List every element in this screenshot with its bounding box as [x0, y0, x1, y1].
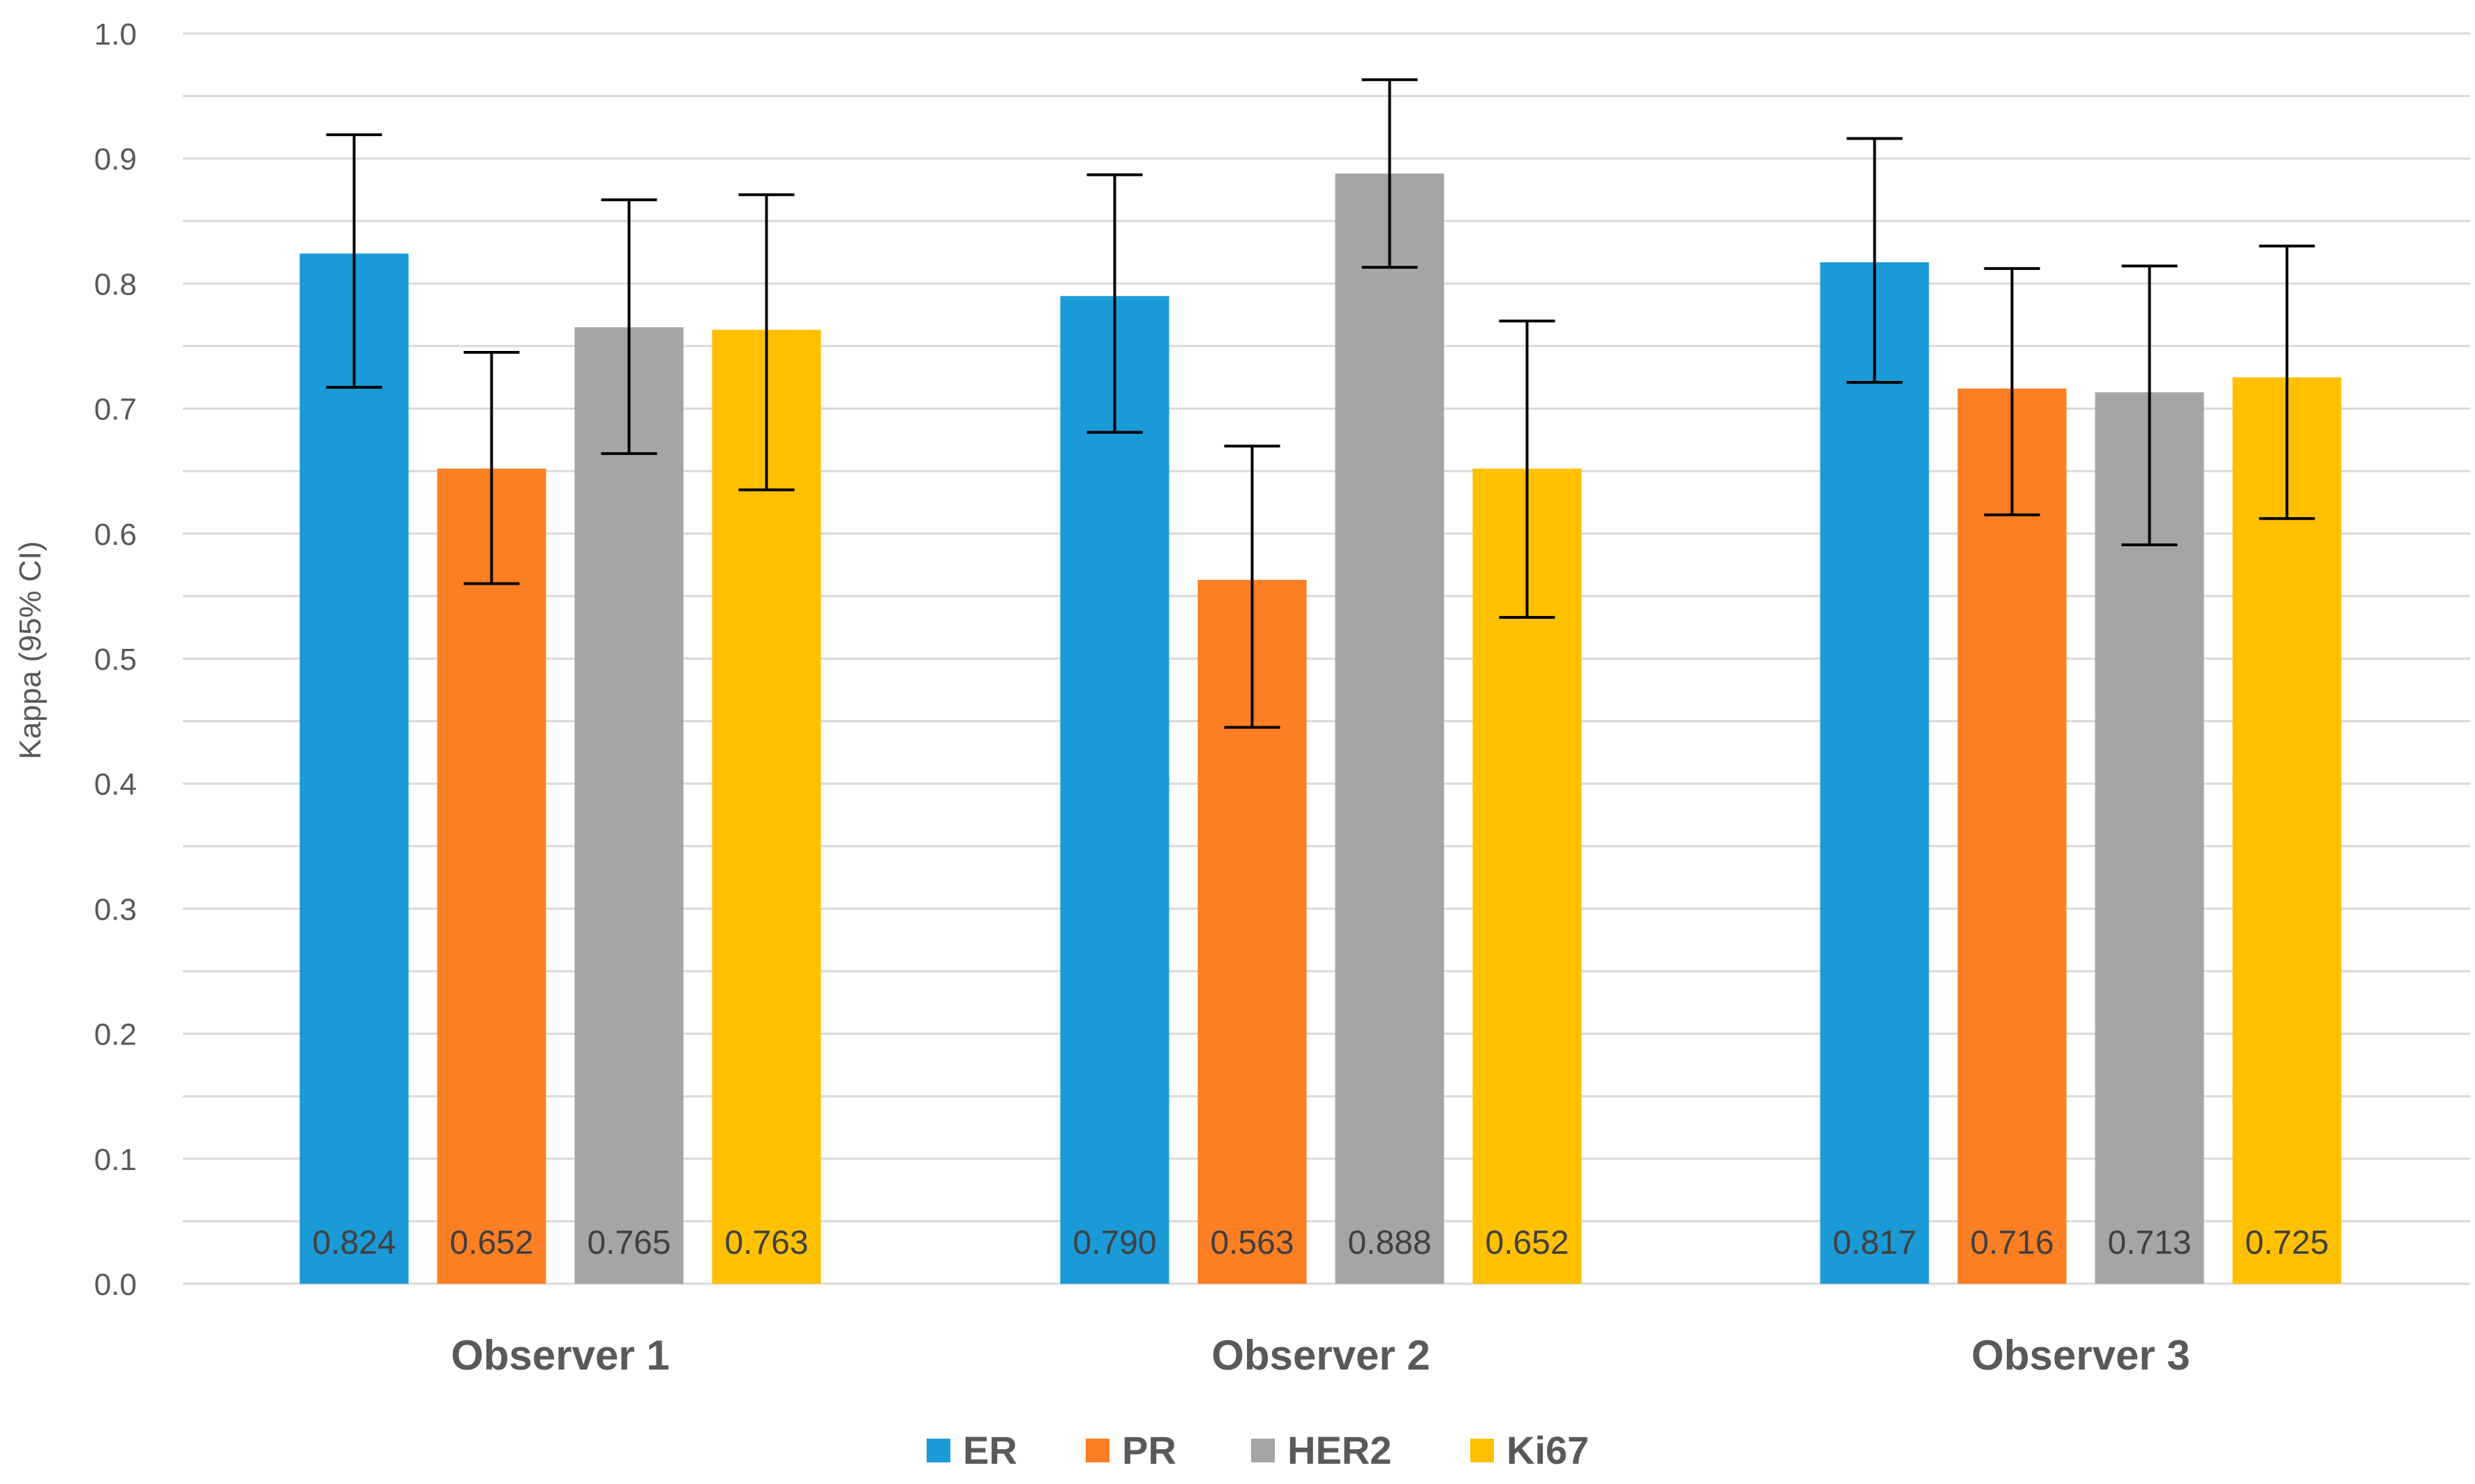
bar-pr-3 [1957, 388, 2067, 1284]
bar-her2-1 [574, 327, 684, 1284]
legend-label-her2: HER2 [1287, 1428, 1391, 1472]
x-category-label: Observer 1 [451, 1332, 670, 1379]
legend-label-er: ER [963, 1428, 1017, 1472]
y-axis-title: Kappa (95% CI) [13, 541, 47, 759]
y-tick-label: 0.1 [94, 1143, 137, 1177]
gridlines [183, 32, 2470, 1285]
data-label: 0.652 [1485, 1224, 1569, 1261]
x-category-label: Observer 2 [1211, 1332, 1430, 1379]
data-label: 0.713 [2107, 1224, 2191, 1261]
legend-label-ki67: Ki67 [1506, 1428, 1589, 1472]
legend-swatch-her2 [1251, 1439, 1275, 1462]
bars [299, 173, 2342, 1284]
data-label: 0.824 [312, 1224, 396, 1261]
y-tick-label: 0.9 [94, 142, 137, 177]
x-axis-category-labels: Observer 1 Observer 2 Observer 3 [451, 1332, 2190, 1379]
bar-er-2 [1060, 296, 1169, 1284]
data-label: 0.817 [1832, 1224, 1916, 1261]
bar-her2-2 [1335, 173, 1444, 1284]
legend-swatch-er [927, 1439, 950, 1462]
error-bars [326, 78, 2315, 729]
legend-swatch-pr [1086, 1439, 1109, 1462]
data-label: 0.652 [449, 1224, 533, 1261]
legend-label-pr: PR [1122, 1428, 1176, 1472]
data-label: 0.563 [1210, 1224, 1294, 1261]
y-tick-label: 0.8 [94, 267, 137, 301]
y-tick-label: 0.3 [94, 892, 137, 927]
y-tick-label: 0.5 [94, 643, 137, 677]
y-tick-label: 0.7 [94, 393, 137, 427]
y-axis-tick-labels: 0.0 0.1 0.2 0.3 0.4 0.5 0.6 0.7 0.8 0.9 1.0 [94, 17, 137, 1302]
data-label: 0.716 [1970, 1224, 2054, 1261]
data-label: 0.763 [724, 1224, 808, 1261]
data-label: 0.790 [1072, 1224, 1156, 1261]
y-tick-label: 0.0 [94, 1268, 137, 1302]
bar-ki67-3 [2232, 377, 2342, 1284]
bar-er-1 [299, 253, 409, 1284]
y-tick-label: 1.0 [94, 17, 137, 52]
legend: ER PR HER2 Ki67 [927, 1428, 1589, 1472]
bar-er-3 [1820, 262, 1929, 1284]
data-label: 0.765 [587, 1224, 671, 1261]
data-label: 0.725 [2245, 1224, 2328, 1261]
legend-swatch-ki67 [1470, 1439, 1494, 1462]
bar-pr-1 [437, 468, 546, 1284]
data-labels: 0.824 0.652 0.765 0.763 0.790 0.563 0.888 0.652… [312, 1224, 2328, 1261]
x-category-label: Observer 3 [1971, 1332, 2190, 1379]
y-tick-label: 0.6 [94, 518, 137, 552]
y-tick-label: 0.4 [94, 767, 137, 802]
y-tick-label: 0.2 [94, 1018, 137, 1052]
data-label: 0.888 [1347, 1224, 1431, 1261]
